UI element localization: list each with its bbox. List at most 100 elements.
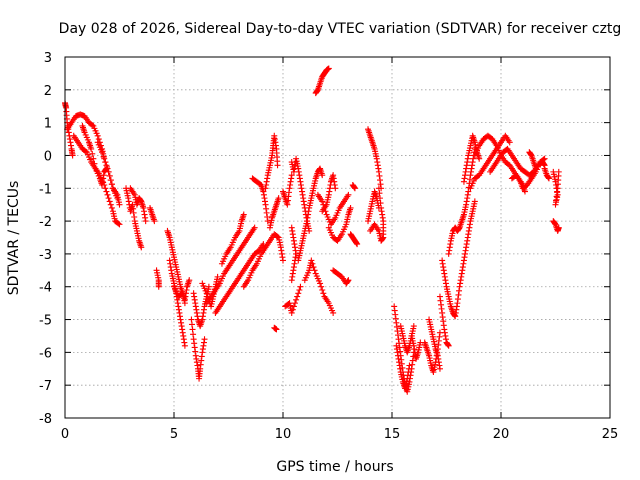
data-point bbox=[99, 149, 106, 156]
data-point bbox=[108, 181, 115, 188]
data-point bbox=[106, 172, 113, 179]
y-tick-label: 2 bbox=[44, 84, 52, 99]
data-point bbox=[275, 195, 282, 202]
data-point bbox=[89, 122, 96, 129]
data-point bbox=[291, 300, 298, 307]
data-point bbox=[310, 264, 317, 271]
data-point bbox=[294, 293, 301, 300]
x-axis-title: GPS time / hours bbox=[276, 459, 393, 475]
data-point bbox=[205, 283, 212, 290]
data-point bbox=[114, 195, 121, 202]
data-point bbox=[555, 224, 562, 231]
data-point bbox=[309, 260, 316, 267]
data-point bbox=[288, 172, 295, 179]
data-point bbox=[240, 211, 247, 218]
data-point bbox=[108, 204, 115, 211]
data-point bbox=[151, 218, 158, 225]
data-point bbox=[181, 342, 188, 349]
x-tick-label: 15 bbox=[384, 427, 401, 442]
data-point bbox=[102, 159, 109, 166]
data-point bbox=[410, 323, 417, 330]
data-point bbox=[406, 362, 413, 369]
data-markers bbox=[62, 65, 562, 395]
data-point bbox=[274, 233, 281, 240]
data-point bbox=[471, 198, 478, 205]
y-tick-label: -1 bbox=[39, 182, 52, 197]
data-point bbox=[325, 65, 332, 72]
data-point bbox=[436, 365, 443, 372]
data-point bbox=[104, 191, 111, 198]
data-point bbox=[155, 283, 162, 290]
data-point bbox=[82, 148, 89, 155]
data-point bbox=[345, 191, 352, 198]
y-tick-label: -8 bbox=[39, 412, 52, 427]
data-point bbox=[116, 201, 123, 208]
data-point bbox=[91, 160, 98, 167]
data-point bbox=[295, 290, 302, 297]
data-point bbox=[105, 195, 112, 202]
y-tick-label: -4 bbox=[39, 281, 52, 296]
x-tick-label: 25 bbox=[602, 427, 619, 442]
data-point bbox=[540, 156, 547, 163]
data-point bbox=[103, 188, 110, 195]
data-point bbox=[506, 139, 513, 146]
data-point bbox=[317, 280, 324, 287]
y-tick-label: -7 bbox=[39, 379, 52, 394]
plot-frame bbox=[64, 56, 611, 419]
data-point bbox=[89, 150, 96, 157]
data-point bbox=[354, 241, 361, 248]
data-point bbox=[264, 218, 271, 225]
data-point bbox=[115, 220, 122, 227]
data-point bbox=[288, 309, 295, 316]
y-axis-title: SDTVAR / TECUs bbox=[6, 181, 22, 296]
x-axis-tick-labels: 0 5 10 15 20 25 bbox=[61, 427, 618, 442]
data-point bbox=[476, 155, 483, 162]
data-point bbox=[289, 306, 296, 313]
data-point bbox=[311, 267, 318, 274]
data-point bbox=[274, 162, 281, 169]
data-point bbox=[107, 201, 114, 208]
data-point bbox=[105, 168, 112, 175]
data-point bbox=[142, 218, 149, 225]
y-tick-label: 1 bbox=[44, 117, 52, 132]
y-tick-label: 0 bbox=[44, 149, 52, 164]
data-point bbox=[541, 155, 548, 162]
data-point bbox=[186, 277, 193, 284]
data-point bbox=[330, 309, 337, 316]
data-point bbox=[345, 277, 352, 284]
data-point bbox=[288, 277, 295, 284]
y-tick-label: -6 bbox=[39, 346, 52, 361]
data-point bbox=[69, 152, 76, 159]
data-point bbox=[319, 287, 326, 294]
data-point bbox=[280, 257, 286, 264]
data-point bbox=[293, 296, 300, 303]
data-point bbox=[107, 177, 114, 184]
data-point bbox=[214, 273, 221, 280]
data-point bbox=[102, 185, 109, 192]
y-tick-label: -3 bbox=[39, 248, 52, 263]
data-point bbox=[297, 283, 304, 290]
y-tick-label: -5 bbox=[39, 314, 52, 329]
data-point bbox=[201, 336, 208, 343]
data-point bbox=[320, 290, 327, 297]
data-point bbox=[251, 224, 258, 231]
x-tick-label: 5 bbox=[170, 427, 178, 442]
data-point bbox=[445, 342, 452, 349]
data-point bbox=[103, 163, 110, 170]
data-point bbox=[290, 303, 297, 310]
data-point bbox=[545, 175, 552, 182]
data-point bbox=[138, 244, 145, 251]
data-point bbox=[88, 145, 95, 152]
data-point bbox=[273, 326, 280, 333]
x-tick-label: 0 bbox=[61, 427, 69, 442]
data-point bbox=[100, 154, 107, 161]
data-point bbox=[332, 185, 339, 192]
data-point bbox=[318, 283, 325, 290]
data-point bbox=[95, 136, 102, 143]
data-point bbox=[347, 204, 354, 211]
data-point bbox=[319, 172, 326, 179]
y-tick-label: 3 bbox=[44, 51, 52, 66]
y-axis-tick-labels: -8 -7 -6 -5 -4 -3 -2 -1 0 1 2 3 bbox=[39, 51, 52, 427]
